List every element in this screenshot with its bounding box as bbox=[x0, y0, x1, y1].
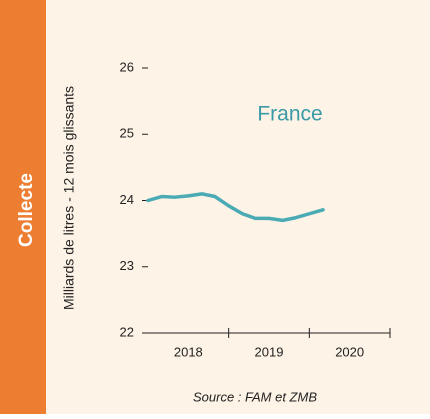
sidebar-label: Collecte bbox=[16, 173, 37, 247]
source: Source : FAM et ZMB bbox=[193, 389, 317, 404]
y-axis-label: Milliards de litres - 12 mois glissants bbox=[61, 86, 77, 310]
y-tick-label: 24 bbox=[120, 192, 134, 207]
x-tick-label: 2018 bbox=[174, 344, 203, 359]
y-tick-label: 23 bbox=[120, 258, 134, 273]
sidebar bbox=[0, 0, 46, 414]
y-tick-label: 25 bbox=[120, 126, 134, 141]
line bbox=[146, 192, 325, 223]
x-tick-label: 2019 bbox=[255, 344, 284, 359]
annotation: France bbox=[257, 103, 322, 126]
y-tick-label: 26 bbox=[120, 59, 134, 74]
x-tick-label: 2020 bbox=[335, 344, 364, 359]
y-tick-label: 22 bbox=[120, 324, 134, 339]
